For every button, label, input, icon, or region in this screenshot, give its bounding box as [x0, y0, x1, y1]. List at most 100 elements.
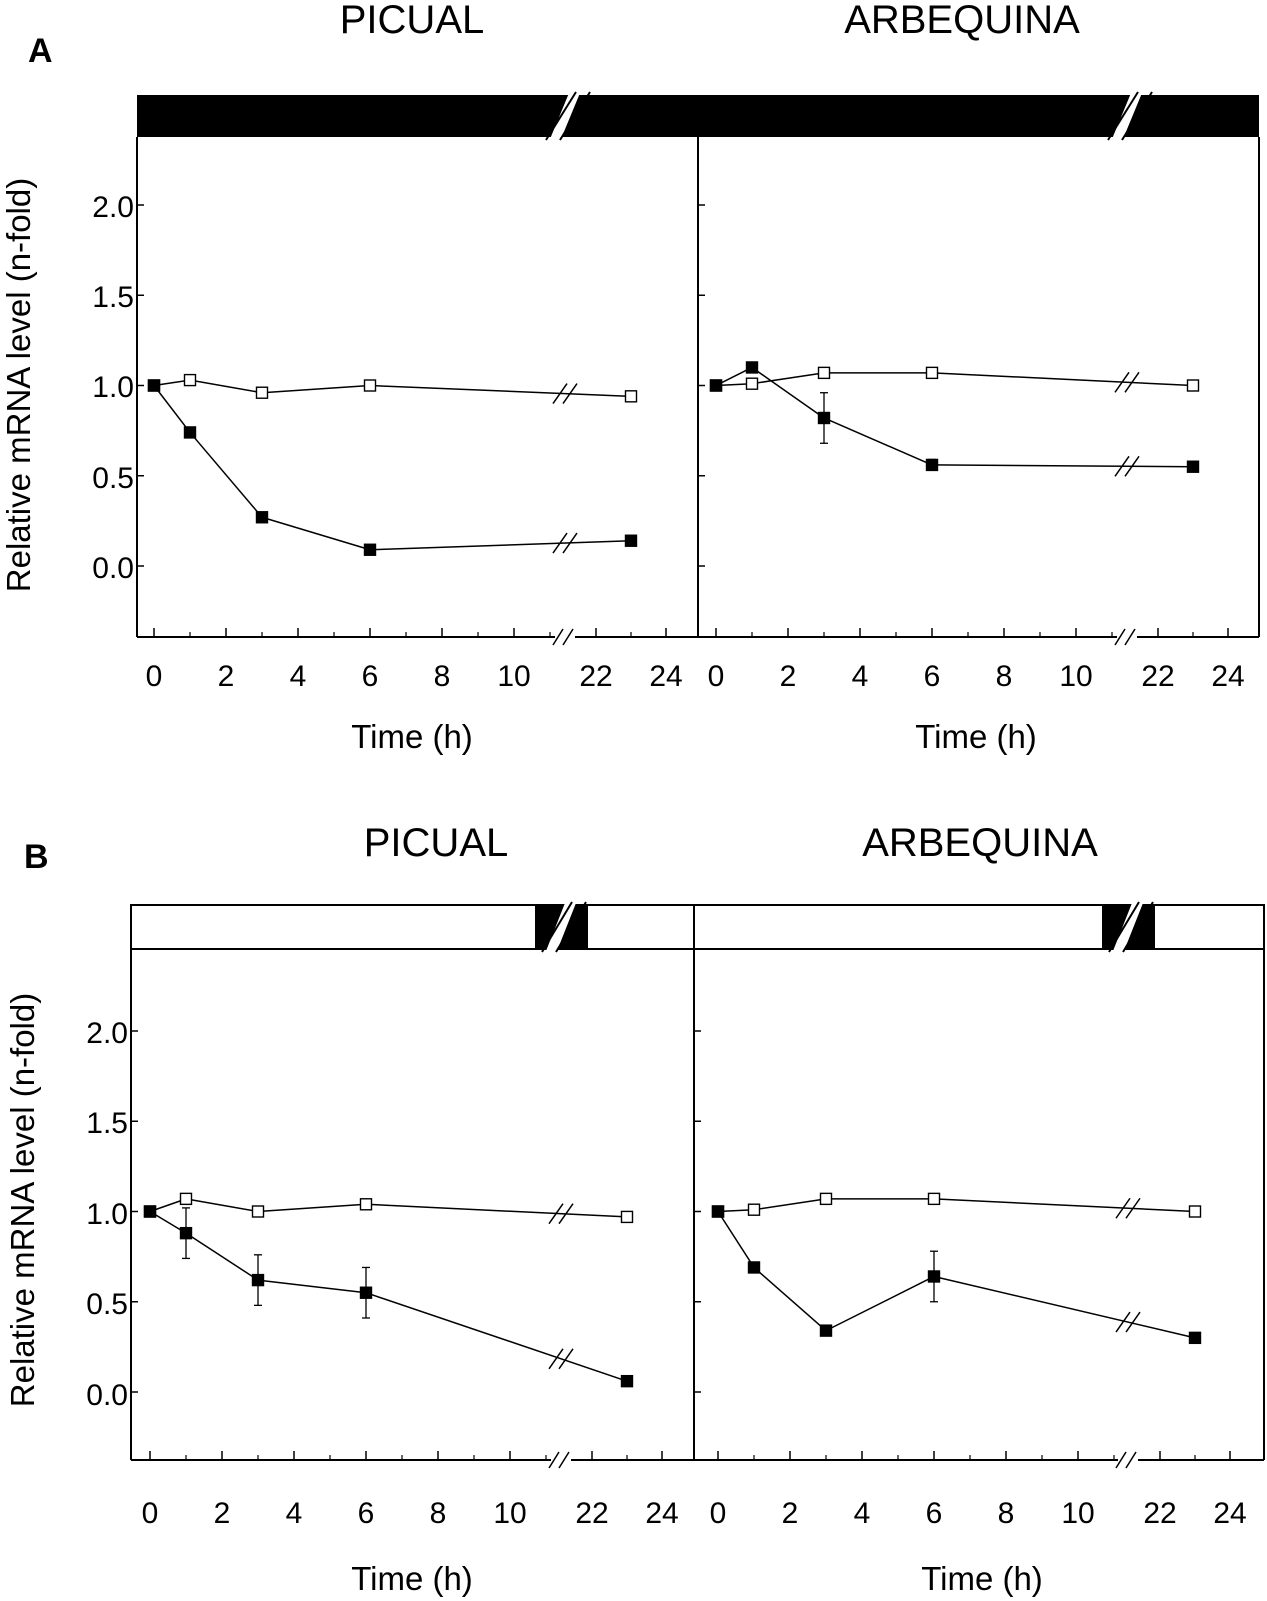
- x-tick-label: 10: [1059, 660, 1092, 693]
- panel-a: A PICUAL ARBEQUINA 2.0 1.5 1.0 0.5 0.0 R…: [0, 0, 1245, 755]
- x-tick-label: 10: [497, 660, 530, 693]
- panel-b-left-title: PICUAL: [364, 821, 509, 865]
- x-tick-label: 0: [708, 660, 725, 693]
- open-square-marker: [363, 379, 377, 392]
- bar-break-line: [1108, 901, 1140, 953]
- x-tick-label: 0: [142, 1497, 159, 1530]
- filled-square-marker: [143, 1205, 157, 1218]
- x-tick-label: 24: [1213, 1497, 1246, 1530]
- x-tick-label: 6: [924, 660, 941, 693]
- axis-break-mark: [548, 1451, 560, 1469]
- filled-square-marker: [624, 534, 638, 547]
- filled-square-marker: [819, 1324, 833, 1337]
- bar-break-line: [1107, 91, 1139, 141]
- series-line-open: [257, 1203, 367, 1213]
- filled-square-marker: [747, 1261, 761, 1274]
- bar-break-mark: [1112, 93, 1142, 139]
- filled-square-marker: [817, 411, 831, 425]
- series-line-open: [185, 1198, 259, 1213]
- series-break-mark: [548, 1203, 564, 1225]
- x-tick-label: 0: [710, 1497, 727, 1530]
- open-square-marker: [925, 366, 939, 380]
- axis-break-mark: [562, 628, 574, 646]
- panel-b-right-title: ARBEQUINA: [862, 821, 1098, 865]
- series-line-filled: [753, 1266, 827, 1332]
- open-square-marker: [624, 390, 638, 403]
- axis-break-mark: [552, 628, 564, 646]
- series-line-filled: [189, 431, 263, 518]
- x-tick-label: 4: [854, 1497, 871, 1530]
- series-break-mark: [558, 1203, 574, 1225]
- x-tick-label: 22: [575, 1497, 608, 1530]
- series-line-open: [365, 1203, 628, 1218]
- x-tick-label: 8: [996, 660, 1013, 693]
- x-tick-label: 22: [1141, 660, 1174, 693]
- y-tick-label: 0.0: [86, 1379, 128, 1412]
- series-line-open: [753, 1198, 827, 1211]
- plot-a-picual: [136, 91, 699, 646]
- x-tick-label: 2: [780, 660, 797, 693]
- series-line-filled: [257, 1279, 367, 1294]
- panel-b: B PICUAL ARBEQUINA 2.0 1.5 1.0 0.5 0.0 R…: [4, 821, 1247, 1597]
- bar-break-line: [555, 901, 587, 953]
- series-line-filled: [261, 516, 371, 551]
- series-line-filled: [751, 366, 825, 419]
- x-tick-label: 24: [649, 660, 682, 693]
- axis-break-mark: [1125, 1451, 1137, 1469]
- x-tick-label: 8: [434, 660, 451, 693]
- filled-square-marker: [620, 1374, 634, 1388]
- series-break-mark: [1114, 371, 1130, 393]
- series-break-mark: [558, 1348, 574, 1370]
- plot-b-picual: [130, 901, 695, 1469]
- series-line-filled: [365, 1292, 628, 1382]
- series-line-filled: [369, 539, 632, 551]
- panel-a-right-title: ARBEQUINA: [844, 0, 1080, 42]
- open-square-marker: [819, 1192, 833, 1206]
- open-square-marker: [1188, 1205, 1202, 1218]
- filled-square-marker: [183, 426, 197, 439]
- panel-a-y-axis-labels: 2.0 1.5 1.0 0.5 0.0 Relative mRNA level …: [0, 178, 134, 592]
- x-tick-label: 4: [286, 1497, 303, 1530]
- panel-b-y-axis-labels: 2.0 1.5 1.0 0.5 0.0 Relative mRNA level …: [4, 993, 128, 1412]
- open-square-marker: [255, 386, 269, 399]
- y-tick-label: 1.5: [86, 1107, 128, 1140]
- series-line-filled: [717, 1211, 755, 1268]
- filled-square-marker: [359, 1286, 373, 1299]
- series-break-mark: [1115, 1197, 1131, 1219]
- panel-letter-b: B: [24, 838, 49, 876]
- bar-break-mark: [546, 903, 576, 951]
- x-tick-label: 6: [926, 1497, 943, 1530]
- open-square-marker: [817, 366, 831, 380]
- open-square-marker: [745, 377, 759, 390]
- filled-square-marker: [927, 1270, 941, 1283]
- y-tick-label: 0.5: [92, 462, 134, 495]
- y-tick-label: 1.5: [92, 281, 134, 314]
- bar-break-line: [1121, 91, 1153, 141]
- open-square-marker: [1186, 379, 1200, 392]
- x-tick-label: 24: [645, 1497, 678, 1530]
- panel-a-left-title: PICUAL: [340, 0, 485, 42]
- filled-square-marker: [363, 543, 377, 556]
- x-tick-label: 8: [430, 1497, 447, 1530]
- series-break-mark: [1125, 1197, 1141, 1219]
- axis-break-mark: [1124, 628, 1136, 646]
- series-line-open: [933, 1198, 1196, 1213]
- series-break-mark: [548, 1348, 564, 1370]
- open-square-marker: [251, 1205, 265, 1218]
- x-axis-title: Time (h): [921, 1560, 1043, 1597]
- series-line-open: [369, 384, 632, 398]
- filled-square-marker: [925, 458, 939, 472]
- x-tick-label: 4: [290, 660, 307, 693]
- axis-break-mark: [1114, 628, 1126, 646]
- bar-break-mark: [550, 93, 580, 139]
- series-break-mark: [1115, 1311, 1131, 1333]
- filled-square-marker: [709, 379, 723, 392]
- series-break-mark: [1124, 371, 1140, 393]
- photoperiod-light-bar: [693, 904, 1265, 950]
- plot-b-arbequina: [693, 901, 1265, 1469]
- filled-square-marker: [1188, 1331, 1202, 1345]
- x-axis-title: Time (h): [351, 1560, 473, 1597]
- bar-break-line: [541, 901, 573, 953]
- y-axis-title: Relative mRNA level (n-fold): [4, 993, 41, 1407]
